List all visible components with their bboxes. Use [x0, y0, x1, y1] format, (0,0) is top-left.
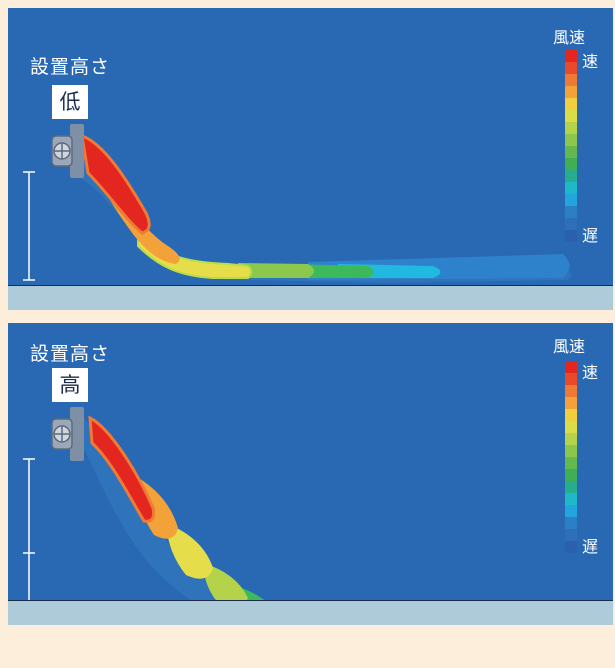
scale-swatch — [565, 146, 577, 158]
airflow-diagram-low — [70, 133, 571, 283]
wind-speed-legend-title: 風速 — [553, 337, 586, 356]
flow-envelope — [78, 413, 413, 625]
scale-swatch — [565, 541, 577, 553]
wind-speed-color-scale — [565, 361, 577, 553]
installation-height-label: 設置高さ — [30, 56, 111, 78]
scale-swatch — [565, 170, 577, 182]
scale-swatch — [565, 445, 577, 457]
scale-swatch — [565, 62, 577, 74]
legend-fast-label: 速 — [582, 52, 599, 71]
scale-swatch — [565, 505, 577, 517]
floor — [8, 600, 613, 625]
height-badge: 高 — [52, 368, 88, 402]
airflow-diagram-high — [78, 413, 413, 625]
fan-icon — [51, 407, 84, 461]
flow-yellow — [166, 523, 213, 579]
scale-swatch — [565, 110, 577, 122]
scale-swatch — [565, 469, 577, 481]
wind-speed-legend-title: 風速 — [553, 28, 586, 47]
height-ruler — [23, 171, 35, 281]
legend-slow-label: 遅 — [582, 537, 599, 556]
scale-swatch — [565, 218, 577, 230]
wind-speed-color-scale — [565, 50, 577, 242]
scale-swatch — [565, 529, 577, 541]
scale-swatch — [565, 134, 577, 146]
scale-swatch — [565, 50, 577, 62]
scale-swatch — [565, 457, 577, 469]
scale-swatch — [565, 194, 577, 206]
panel-low-height: 設置高さ 低 風速 速 遅 — [8, 8, 613, 310]
flow-red — [80, 133, 151, 235]
scale-swatch — [565, 409, 577, 421]
scale-swatch — [565, 385, 577, 397]
scale-swatch — [565, 158, 577, 170]
scale-swatch — [565, 493, 577, 505]
installation-height-label: 設置高さ — [30, 343, 111, 365]
scale-swatch — [565, 397, 577, 409]
scale-swatch — [565, 373, 577, 385]
scale-swatch — [565, 98, 577, 110]
legend-slow-label: 遅 — [582, 226, 599, 245]
scale-swatch — [565, 517, 577, 529]
flow-lightgreen — [238, 263, 314, 278]
scale-swatch — [565, 421, 577, 433]
scale-swatch — [565, 122, 577, 134]
scale-swatch — [565, 361, 577, 373]
panel-high-height: 設置高さ 高 風速 速 遅 — [8, 323, 613, 625]
legend-fast-label: 速 — [582, 363, 599, 382]
scale-swatch — [565, 481, 577, 493]
height-badge: 低 — [52, 85, 88, 119]
flow-red — [88, 415, 156, 523]
fan-icon — [51, 124, 84, 178]
scale-swatch — [565, 86, 577, 98]
scale-swatch — [565, 206, 577, 218]
scale-swatch — [565, 182, 577, 194]
scale-swatch — [565, 433, 577, 445]
scale-swatch — [565, 74, 577, 86]
height-ruler — [23, 458, 35, 606]
scale-swatch — [565, 230, 577, 242]
flow-lightgreen — [203, 563, 248, 608]
floor — [8, 285, 613, 310]
